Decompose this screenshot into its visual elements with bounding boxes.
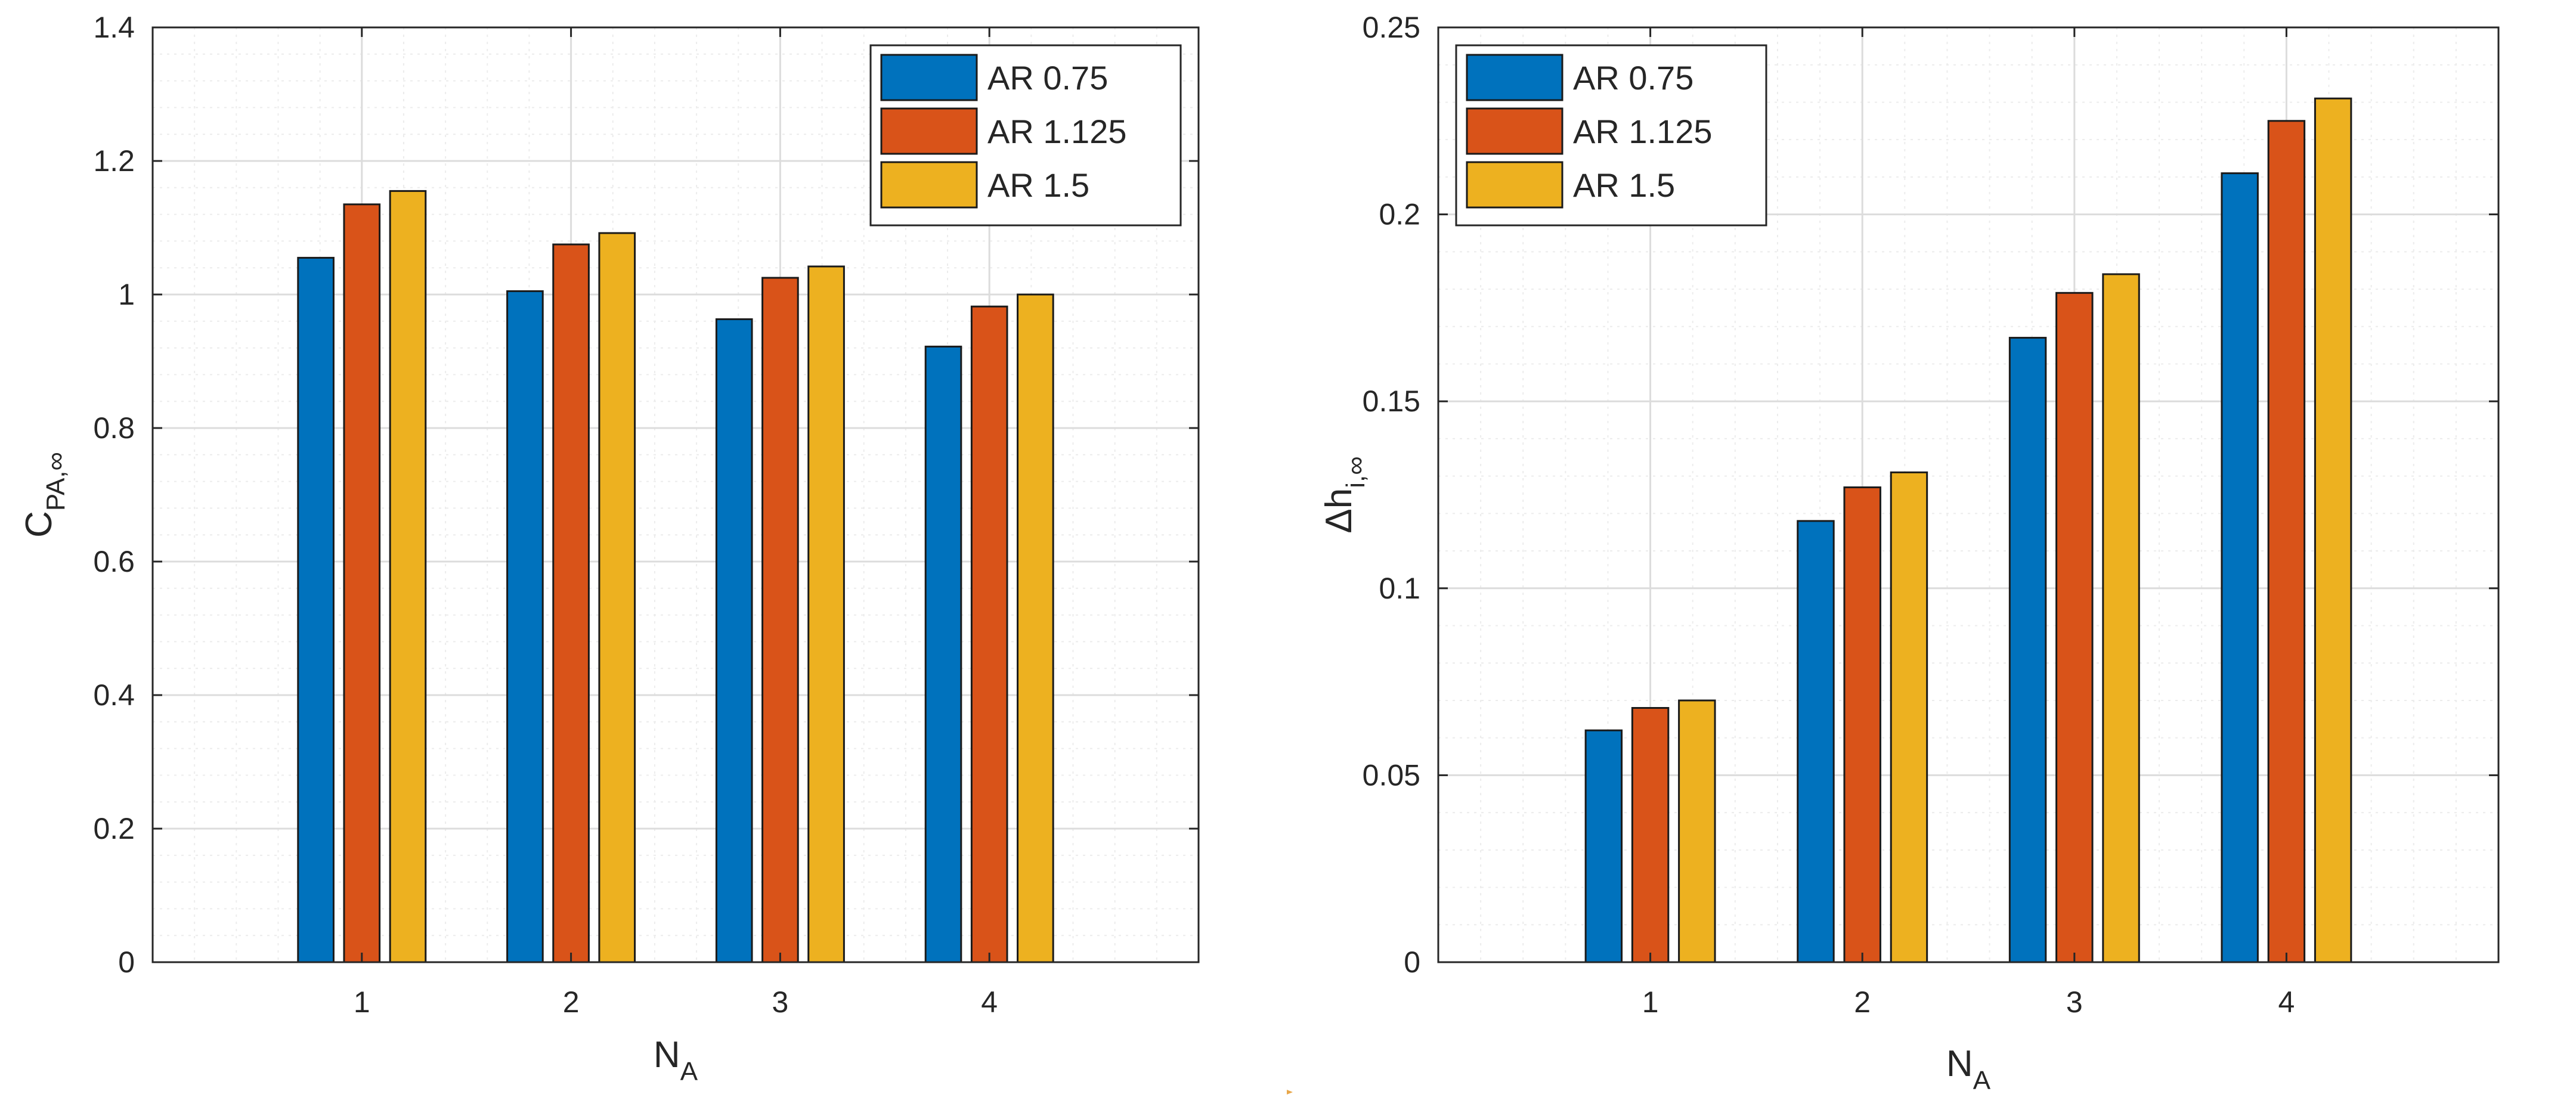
bar-ar-1-125-cat-3: [761, 277, 799, 963]
x-tick-label: 2: [1854, 985, 1871, 1019]
legend-swatch-1: [1466, 54, 1563, 101]
y-tick-label: 0.25: [1363, 11, 1420, 44]
bar-ar-1-5-cat-4: [1017, 293, 1054, 963]
bar-ar-0-75-cat-2: [506, 290, 544, 963]
bar-ar-1-5-cat-2: [1890, 471, 1928, 963]
legend-swatch-3: [880, 161, 978, 209]
bar-ar-1-125-cat-1: [343, 203, 381, 963]
bar-ar-0-75-cat-3: [2008, 337, 2047, 963]
x-axis: 1 2 3 4: [1642, 27, 2295, 1019]
y-tick-label: 1: [118, 278, 135, 311]
bar-ar-1-5-cat-1: [389, 190, 427, 963]
legend-label-2: AR 1.125: [1573, 113, 1713, 150]
legend: AR 0.75 AR 1.125 AR 1.5: [1455, 44, 1767, 227]
y-tick-label: 1.2: [93, 144, 135, 178]
x-tick-label: 2: [563, 985, 580, 1019]
legend-label-1: AR 0.75: [1573, 59, 1693, 97]
y-tick-label: 0.15: [1363, 385, 1420, 418]
x-axis-label: NA: [1946, 1043, 1991, 1095]
bar-ar-1-125-cat-2: [552, 243, 590, 963]
y-tick-label: 0: [118, 945, 135, 979]
legend-swatch-2: [880, 107, 978, 155]
legend: AR 0.75 AR 1.125 AR 1.5: [869, 44, 1182, 227]
y-axis: 0 0.2 0.4 0.6 0.8 1 1.2 1.4: [93, 11, 1199, 979]
y-tick-label: 0.2: [1379, 198, 1420, 231]
y-tick-label: 0.05: [1363, 758, 1420, 792]
bar-ar-0-75-cat-1: [297, 256, 335, 963]
x-axis-label: NA: [654, 1034, 698, 1086]
x-tick-label: 1: [1642, 985, 1659, 1019]
bar-ar-0-75-cat-3: [715, 318, 753, 963]
legend-label-3: AR 1.5: [1573, 166, 1675, 204]
legend-label-3: AR 1.5: [987, 166, 1089, 204]
x-tick-label: 4: [2278, 985, 2295, 1019]
bar-ar-1-125-cat-1: [1631, 707, 1670, 963]
bar-ar-1-5-cat-1: [1678, 699, 1716, 963]
bar-ar-1-125-cat-4: [970, 305, 1008, 963]
x-tick-label: 3: [2066, 985, 2083, 1019]
bar-ar-0-75-cat-2: [1797, 520, 1835, 963]
bar-ar-1-125-cat-2: [1843, 486, 1881, 963]
bar-ar-0-75-cat-4: [2221, 172, 2259, 963]
x-tick-label: 1: [354, 985, 370, 1019]
bar-ar-1-5-cat-3: [2102, 273, 2140, 963]
bars: [297, 190, 1054, 963]
y-tick-label: 0.2: [93, 812, 135, 845]
legend-label-1: AR 0.75: [987, 59, 1108, 97]
legend-swatch-1: [880, 54, 978, 101]
bar-ar-1-5-cat-4: [2314, 97, 2352, 963]
axes-box: [1437, 26, 2500, 963]
y-tick-label: 0.4: [93, 678, 135, 712]
bar-ar-1-125-cat-4: [2267, 120, 2306, 963]
y-tick-label: 0.8: [93, 411, 135, 445]
bar-ar-1-125-cat-3: [2055, 292, 2094, 963]
axes-box: [151, 26, 1200, 963]
stray-mark: [1287, 1090, 1293, 1095]
y-tick-label: 0: [1404, 945, 1420, 979]
legend-swatch-3: [1466, 161, 1563, 209]
y-axis-label: Δhi,∞: [1318, 456, 1370, 533]
y-tick-label: 0.1: [1379, 572, 1420, 605]
y-tick-label: 0.6: [93, 545, 135, 578]
y-axis-label: CPA,∞: [18, 452, 70, 538]
legend-swatch-2: [1466, 107, 1563, 155]
x-tick-label: 3: [772, 985, 788, 1019]
bar-ar-0-75-cat-4: [924, 345, 962, 963]
legend-label-2: AR 1.125: [987, 113, 1127, 150]
x-tick-label: 4: [981, 985, 998, 1019]
y-axis: 0 0.05 0.1 0.15 0.2 0.25: [1363, 11, 2498, 979]
y-tick-label: 1.4: [93, 11, 135, 44]
bar-ar-0-75-cat-1: [1584, 729, 1623, 963]
bar-ar-1-5-cat-2: [598, 232, 636, 963]
bar-ar-1-5-cat-3: [807, 265, 845, 963]
x-axis: 1 2 3 4: [354, 27, 998, 1019]
